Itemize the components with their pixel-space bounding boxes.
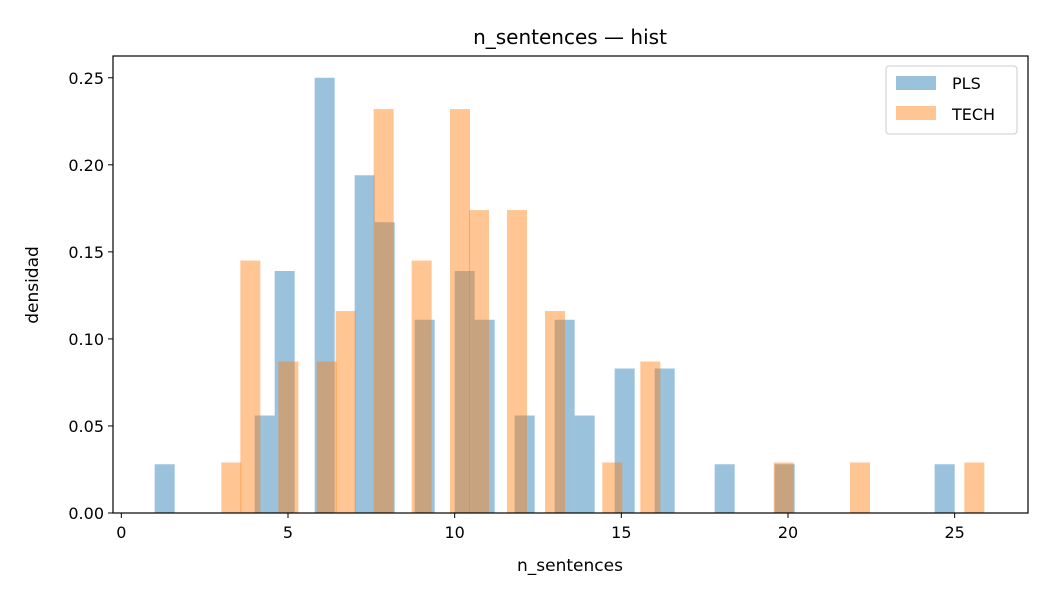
y-axis-title: densidad [23,246,43,324]
bar-tech-15 [964,462,985,513]
bar-tech-6 [411,260,432,513]
y-tick-label: 0.00 [68,504,104,523]
bar-pls-16 [934,464,955,513]
bar-pls-15 [774,464,795,513]
x-tick-label: 5 [283,523,293,542]
bar-tech-1 [240,260,261,513]
bar-pls-0 [154,464,175,513]
x-tick-label: 0 [116,523,126,542]
x-tick-label: 25 [944,523,964,542]
bar-pls-2 [274,271,295,513]
bar-pls-7 [454,271,475,513]
legend-swatch-tech [896,106,936,120]
bar-tech-12 [640,361,661,513]
bar-pls-6 [414,319,435,513]
legend: PLS TECH [885,65,1018,135]
legend-label-tech: TECH [951,105,995,124]
bar-pls-14 [714,464,735,513]
x-tick-label: 15 [611,523,631,542]
bar-tech-3 [316,361,337,513]
x-axis-title: n_sentences [517,556,623,576]
bar-tech-7 [450,109,470,513]
bar-tech-9 [507,210,527,513]
bar-pls-1 [254,415,275,513]
bar-tech-0 [221,462,242,513]
plot-frame [112,55,1029,514]
legend-swatch-pls [896,76,936,90]
legend-label-pls: PLS [952,74,981,93]
bar-pls-12 [614,368,635,513]
bar-pls-11 [574,415,595,513]
bar-tech-5 [373,109,394,513]
bar-tech-10 [545,311,565,513]
y-tick-label: 0.15 [68,243,104,262]
bar-pls-4 [354,175,375,513]
bar-pls-3 [314,77,335,513]
y-tick-label: 0.25 [68,69,104,88]
x-axis: 0 5 10 15 20 25 [116,513,965,542]
bars-layer [154,77,985,513]
bar-tech-11 [602,462,623,513]
x-tick-label: 20 [778,523,798,542]
legend-box [885,65,1018,135]
bar-tech-4 [335,311,356,513]
bar-tech-14 [850,462,870,513]
bar-pls-13 [654,368,675,513]
bar-pls-10 [554,319,575,513]
bar-tech-8 [469,210,489,513]
bar-pls-5 [374,222,395,513]
bar-pls-8 [474,319,495,513]
x-tick-label: 10 [444,523,464,542]
bar-pls-9 [514,415,535,513]
bar-tech-13 [773,462,794,513]
y-tick-label: 0.05 [68,417,104,436]
y-tick-label: 0.20 [68,156,104,175]
y-tick-label: 0.10 [68,330,104,349]
y-axis: 0.00 0.05 0.10 0.15 0.20 0.25 [68,69,113,523]
bar-tech-2 [278,361,299,513]
chart-title: n_sentences — hist [473,25,667,49]
